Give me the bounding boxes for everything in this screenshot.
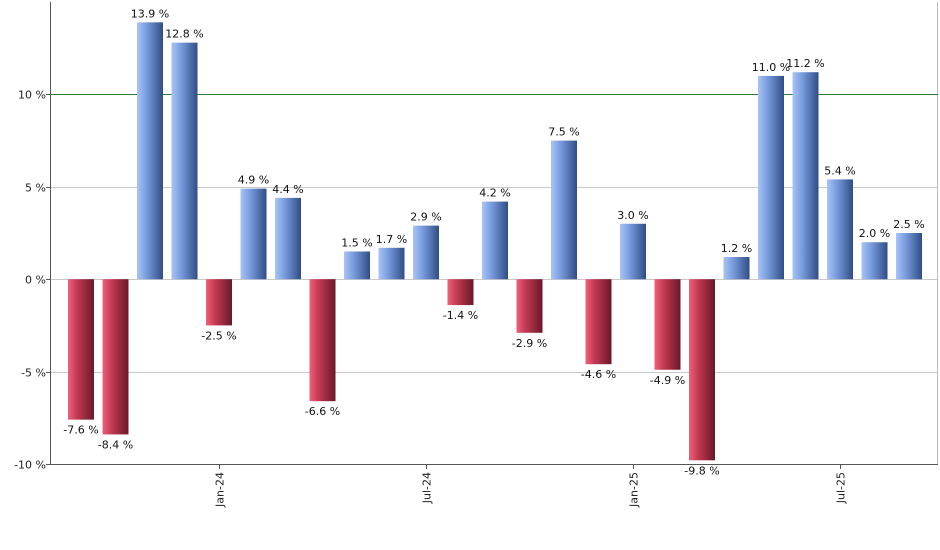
bar-5	[240, 188, 267, 280]
data-label-19: 1.2 %	[721, 242, 752, 255]
bars	[68, 22, 922, 461]
bar-11	[447, 279, 474, 306]
y-axis: 10 % 5 % 0 % -5 % -10 %	[14, 2, 51, 472]
bar-6	[275, 197, 301, 280]
bar-4	[206, 279, 232, 326]
bar-3	[171, 42, 198, 280]
bar-15	[585, 279, 612, 365]
bar-12	[482, 201, 508, 280]
bar-13	[516, 279, 543, 333]
data-label-24: 2.5 %	[893, 218, 924, 231]
bar-0	[68, 279, 94, 420]
data-label-23: 2.0 %	[859, 227, 890, 240]
data-label-15: -4.6 %	[581, 368, 616, 381]
bar-2	[137, 22, 163, 280]
y-tick-label-1: 5 %	[25, 182, 46, 195]
y-tick-label-2: 0 %	[25, 274, 46, 287]
data-label-0: -7.6 %	[63, 424, 98, 437]
bar-14	[551, 140, 577, 280]
bar-8	[344, 251, 370, 280]
bar-18	[689, 279, 715, 461]
bar-22	[827, 179, 853, 280]
data-label-13: -2.9 %	[512, 337, 547, 350]
data-label-6: 4.4 %	[272, 183, 303, 196]
data-label-10: 2.9 %	[410, 211, 441, 224]
data-label-17: -4.9 %	[650, 374, 685, 387]
data-label-11: -1.4 %	[443, 309, 478, 322]
x-tick-label-2: Jan-25	[628, 472, 641, 508]
data-label-1: -8.4 %	[98, 438, 133, 451]
data-label-5: 4.9 %	[238, 174, 269, 187]
data-label-8: 1.5 %	[341, 236, 372, 249]
bar-21	[792, 72, 819, 280]
y-tick-label-4: -10 %	[14, 459, 46, 472]
data-label-20: 11.0 %	[752, 61, 790, 74]
data-label-7: -6.6 %	[305, 405, 340, 418]
data-label-4: -2.5 %	[201, 329, 236, 342]
bar-24	[896, 233, 922, 280]
y-tick-label-0: 10 %	[18, 89, 46, 102]
data-label-12: 4.2 %	[479, 187, 510, 200]
bar-7	[309, 279, 336, 402]
data-label-9: 1.7 %	[376, 233, 407, 246]
x-tick-label-3: Jul-25	[835, 472, 848, 504]
data-label-14: 7.5 %	[548, 126, 579, 139]
bar-17	[654, 279, 681, 370]
bar-9	[378, 247, 405, 280]
data-labels: -7.6 %-8.4 % 13.9 % 12.8 % -2.5 % 4.9 %4.4 %…	[63, 7, 924, 477]
data-label-16: 3.0 %	[617, 209, 648, 222]
x-tick-label-1: Jul-24	[421, 472, 434, 504]
bar-16	[620, 223, 646, 280]
bar-20	[758, 75, 784, 280]
data-label-21: 11.2 %	[786, 57, 824, 70]
y-tick-label-3: -5 %	[21, 367, 46, 380]
data-label-18: -9.8 %	[684, 464, 719, 477]
data-label-22: 5.4 %	[824, 164, 855, 177]
x-axis: Jan-24 Jul-24 Jan-25 Jul-25	[50, 464, 938, 508]
bar-1	[102, 279, 129, 435]
bar-23	[861, 242, 888, 280]
data-label-2: 13.9 %	[131, 7, 169, 20]
bar-10	[413, 225, 439, 280]
data-label-3: 12.8 %	[165, 28, 203, 41]
bar-19	[723, 257, 750, 280]
x-tick-label-0: Jan-24	[214, 472, 227, 508]
